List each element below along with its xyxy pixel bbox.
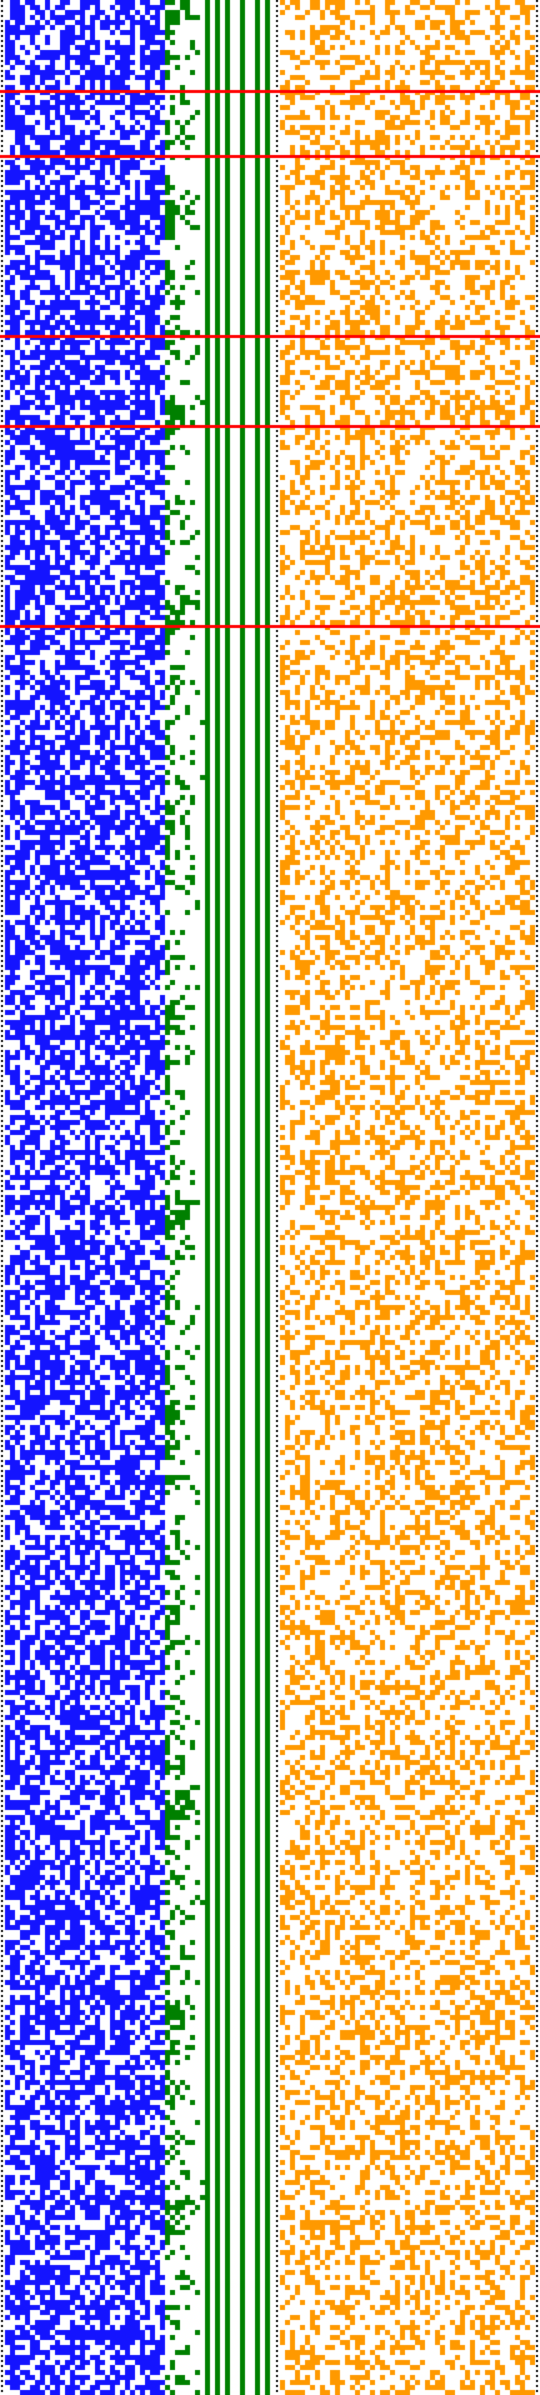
memory-trace-visualization: [0, 0, 540, 2395]
